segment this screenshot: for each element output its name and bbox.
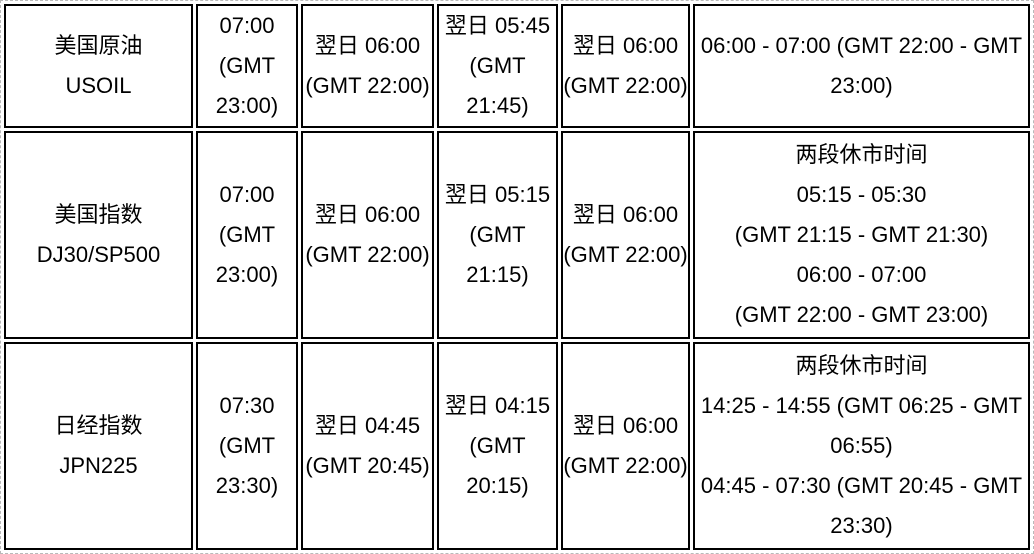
cell-line: 23:30) xyxy=(830,513,893,538)
cell-line: (GMT xyxy=(218,433,276,458)
time-cell: 翌日 05:15 (GMT 21:15) xyxy=(437,131,558,339)
time-cell: 07:00 (GMT 23:00) xyxy=(196,4,298,128)
cell-line: 美国原油 xyxy=(54,33,143,58)
cell-line: (GMT xyxy=(218,222,276,247)
cell-line: (GMT 22:00) xyxy=(305,242,430,267)
cell-line: 两段休市时间 xyxy=(795,142,928,167)
time-cell: 06:00 - 07:00 (GMT 22:00 - GMT 23:00) xyxy=(693,4,1030,128)
cell-line: (GMT 20:45) xyxy=(305,453,430,478)
table-row: 美国原油 USOIL 07:00 (GMT 23:00) 翌日 06:00 (GMT 22:… xyxy=(4,4,1030,128)
cell-line: 翌日 06:00 xyxy=(314,33,421,58)
cell-line: 两段休市时间 xyxy=(795,353,928,378)
cell-line: (GMT xyxy=(469,53,526,78)
time-cell: 翌日 06:00 (GMT 22:00) xyxy=(301,131,434,339)
cell-line: 翌日 05:15 xyxy=(444,182,551,207)
cell-line: (GMT xyxy=(218,53,276,78)
cell-line: USOIL xyxy=(65,73,132,98)
table-row: 日经指数 JPN225 07:30 (GMT 23:30) 翌日 04:45 (GMT 20… xyxy=(4,342,1030,550)
instrument-cell: 美国原油 USOIL xyxy=(4,4,193,128)
cell-line: 翌日 04:45 xyxy=(314,413,421,438)
cell-line: (GMT 22:00) xyxy=(563,73,688,98)
cell-line: 07:00 xyxy=(219,13,275,38)
time-cell: 翌日 05:45 (GMT 21:45) xyxy=(437,4,558,128)
cell-line: 06:55) xyxy=(830,433,893,458)
cell-line: 23:30) xyxy=(215,473,279,498)
cell-line: (GMT 22:00 - GMT 23:00) xyxy=(734,302,989,327)
cell-line: 翌日 06:00 xyxy=(572,202,679,227)
cell-line: 05:15 - 05:30 xyxy=(796,182,927,207)
time-cell: 两段休市时间 14:25 - 14:55 (GMT 06:25 - GMT 06:5… xyxy=(693,342,1030,550)
cell-line: DJ30/SP500 xyxy=(36,242,161,267)
time-cell: 翌日 06:00 (GMT 22:00) xyxy=(561,131,690,339)
cell-line: 21:15) xyxy=(466,262,529,287)
time-cell: 翌日 04:45 (GMT 20:45) xyxy=(301,342,434,550)
cell-line: 21:45) xyxy=(466,93,529,118)
table-body: 美国原油 USOIL 07:00 (GMT 23:00) 翌日 06:00 (GMT 22:… xyxy=(4,4,1030,550)
cell-line: (GMT xyxy=(469,222,526,247)
cell-line: 23:00) xyxy=(215,262,279,287)
cell-line: 翌日 06:00 xyxy=(314,202,421,227)
cell-line: (GMT 22:00) xyxy=(305,73,430,98)
cell-line: 07:00 xyxy=(219,182,275,207)
table-row: 美国指数 DJ30/SP500 07:00 (GMT 23:00) 翌日 06:00 (GM… xyxy=(4,131,1030,339)
time-cell: 翌日 06:00 (GMT 22:00) xyxy=(561,342,690,550)
time-cell: 翌日 06:00 (GMT 22:00) xyxy=(561,4,690,128)
cell-line: 翌日 06:00 xyxy=(572,33,679,58)
cell-line: 日经指数 xyxy=(54,413,143,438)
time-cell: 翌日 04:15 (GMT 20:15) xyxy=(437,342,558,550)
cell-line: (GMT 21:15 - GMT 21:30) xyxy=(734,222,989,247)
cell-line: (GMT 22:00) xyxy=(563,453,688,478)
cell-line: 翌日 06:00 xyxy=(572,413,679,438)
cell-line: 06:00 - 07:00 (GMT 22:00 - GMT xyxy=(700,33,1023,58)
cell-line: 14:25 - 14:55 (GMT 06:25 - GMT xyxy=(700,393,1023,418)
cell-line: 翌日 04:15 xyxy=(444,393,551,418)
cell-line: 美国指数 xyxy=(54,202,143,227)
cell-line: (GMT xyxy=(469,433,526,458)
cell-line: 06:00 - 07:00 xyxy=(796,262,927,287)
cell-line: 23:00) xyxy=(830,73,893,98)
time-cell: 07:00 (GMT 23:00) xyxy=(196,131,298,339)
cell-line: 23:00) xyxy=(215,93,279,118)
cell-line: (GMT 22:00) xyxy=(563,242,688,267)
cell-line: 07:30 xyxy=(219,393,275,418)
cell-line: 20:15) xyxy=(466,473,529,498)
cell-line: 翌日 05:45 xyxy=(444,13,551,38)
time-cell: 翌日 06:00 (GMT 22:00) xyxy=(301,4,434,128)
cell-line: 04:45 - 07:30 (GMT 20:45 - GMT xyxy=(700,473,1023,498)
instrument-cell: 美国指数 DJ30/SP500 xyxy=(4,131,193,339)
instrument-cell: 日经指数 JPN225 xyxy=(4,342,193,550)
time-cell: 07:30 (GMT 23:30) xyxy=(196,342,298,550)
time-cell: 两段休市时间 05:15 - 05:30 (GMT 21:15 - GMT 21:3… xyxy=(693,131,1030,339)
cell-line: JPN225 xyxy=(59,453,138,478)
